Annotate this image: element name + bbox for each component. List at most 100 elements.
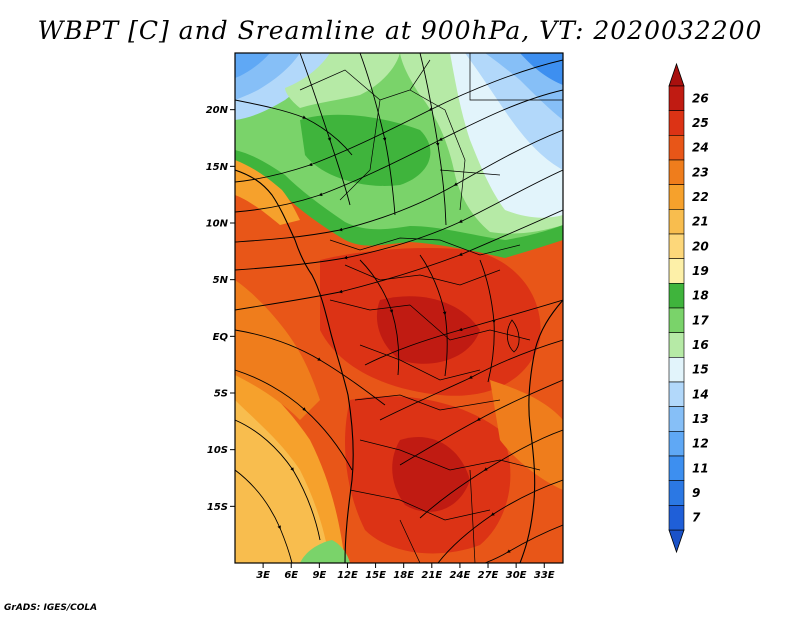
- colorbar-label: 22: [692, 190, 709, 204]
- colorbar: 26 25 24 23 22 21 20 19 18 17 16 15 14 13 12 11 9 7: [668, 62, 709, 554]
- colorbar-over-triangle: [668, 62, 685, 87]
- lon-tick-label: 15E: [365, 570, 386, 581]
- colorbar-swatch: [668, 406, 685, 432]
- lake-victoria: [506, 319, 520, 353]
- streamline: [235, 59, 563, 183]
- west-coastline: [235, 169, 354, 563]
- colorbar-label: 7: [692, 511, 701, 525]
- lon-tick-label: 27E: [478, 570, 499, 581]
- n-light-green-region: [285, 53, 400, 108]
- colorbar-swatch: [668, 258, 685, 284]
- colorbar-label: 26: [692, 91, 709, 105]
- streamline: [359, 259, 400, 376]
- lat-tick-label: 15S: [207, 502, 228, 513]
- colorbar-swatch: [668, 332, 685, 358]
- lat-tick-label: 10S: [207, 445, 228, 456]
- colorbar-label: 14: [692, 387, 709, 401]
- grads-credit: GrADS: IGES/COLA: [4, 603, 98, 613]
- colorbar-swatch: [668, 209, 685, 235]
- colorbar-swatch: [668, 505, 685, 531]
- lon-tick-label: 3E: [256, 570, 270, 581]
- lat-tick-label: 20N: [206, 105, 229, 116]
- colorbar-swatch: [668, 159, 685, 185]
- congo-dark-region: [376, 296, 480, 364]
- streamline: [364, 299, 563, 366]
- colorbar-swatch: [668, 110, 685, 136]
- streamline: [235, 169, 563, 271]
- sw-yellow-region: [235, 400, 330, 563]
- streamline: [235, 419, 321, 541]
- colorbar-swatch: [668, 381, 685, 407]
- lat-tick-label: EQ: [213, 332, 229, 343]
- streamline: [419, 429, 563, 519]
- colorbar-label: 18: [692, 289, 709, 303]
- streamlines: [235, 53, 563, 563]
- colorbar-swatch: [668, 431, 685, 457]
- nw-orange-patch: [235, 160, 300, 225]
- streamline: [479, 259, 496, 383]
- streamline: [379, 339, 563, 421]
- lon-tick-label: 30E: [506, 570, 527, 581]
- streamline: [419, 254, 448, 377]
- streamline: [235, 209, 563, 311]
- colorbar-label: 23: [692, 165, 709, 179]
- lon-tick-label: 9E: [312, 570, 326, 581]
- colorbar-swatch: [668, 307, 685, 333]
- streamline: [235, 89, 563, 213]
- colorbar-swatch: [668, 480, 685, 506]
- lat-tick-label: 15N: [206, 162, 229, 173]
- colorbar-label: 17: [692, 313, 709, 327]
- colorbar-label: 11: [692, 461, 709, 475]
- colorbar-label: 20: [692, 239, 709, 253]
- colorbar-swatch: [668, 283, 685, 309]
- map-area: [235, 53, 563, 563]
- colorbar-swatch: [668, 233, 685, 259]
- map-title: WBPT [C] and Sreamline at 900hPa, VT: 20…: [37, 16, 763, 45]
- lon-tick-label: 24E: [450, 570, 471, 581]
- streamline: [235, 469, 293, 563]
- colorbar-label: 25: [692, 116, 709, 130]
- lon-tick-label: 12E: [337, 570, 358, 581]
- streamline: [419, 53, 447, 226]
- streamline: [235, 99, 353, 156]
- longitude-axis: 3E 6E 9E 12E 15E 18E 21E 24E 27E 30E 33E: [256, 563, 555, 581]
- colorbar-label: 19: [692, 264, 709, 278]
- nw-deep-blue-region: [235, 53, 270, 78]
- colorbar-under-triangle: [668, 529, 685, 554]
- deep-blue-region: [520, 53, 563, 85]
- streamline: [235, 129, 563, 243]
- streamline: [359, 53, 396, 216]
- streamline: [484, 524, 563, 563]
- w-orange-region: [235, 280, 320, 420]
- lon-tick-label: 18E: [393, 570, 414, 581]
- streamline: [437, 479, 563, 563]
- colorbar-swatch: [668, 135, 685, 161]
- colorbar-swatch: [668, 85, 685, 111]
- lon-tick-label: 6E: [284, 570, 298, 581]
- colorbar-label: 16: [692, 338, 709, 352]
- colorbar-label: 13: [692, 412, 709, 426]
- lat-tick-label: 10N: [206, 219, 229, 230]
- sw-green-patch: [300, 540, 350, 563]
- colorbar-label: 24: [692, 141, 709, 155]
- streamline: [399, 379, 563, 466]
- streamline: [299, 53, 351, 206]
- lat-tick-label: 5N: [213, 275, 229, 286]
- lat-tick-label: 5S: [214, 389, 228, 400]
- streamline: [235, 369, 353, 471]
- e-orange-region: [490, 380, 563, 490]
- colorbar-swatch: [668, 357, 685, 383]
- lon-tick-label: 21E: [421, 570, 442, 581]
- colorbar-label: 21: [692, 215, 709, 229]
- lon-tick-label: 33E: [534, 570, 555, 581]
- streamline: [235, 329, 386, 406]
- colorbar-label: 15: [692, 363, 709, 377]
- colorbar-label: 9: [692, 486, 700, 500]
- east-coastline: [519, 299, 563, 563]
- colorbar-swatch: [668, 455, 685, 481]
- map-frame: [234, 52, 564, 564]
- colorbar-swatch: [668, 184, 685, 210]
- latitude-axis: 20N 15N 10N 5N EQ 5S 10S 15S: [206, 105, 235, 513]
- colorbar-label: 12: [692, 437, 709, 451]
